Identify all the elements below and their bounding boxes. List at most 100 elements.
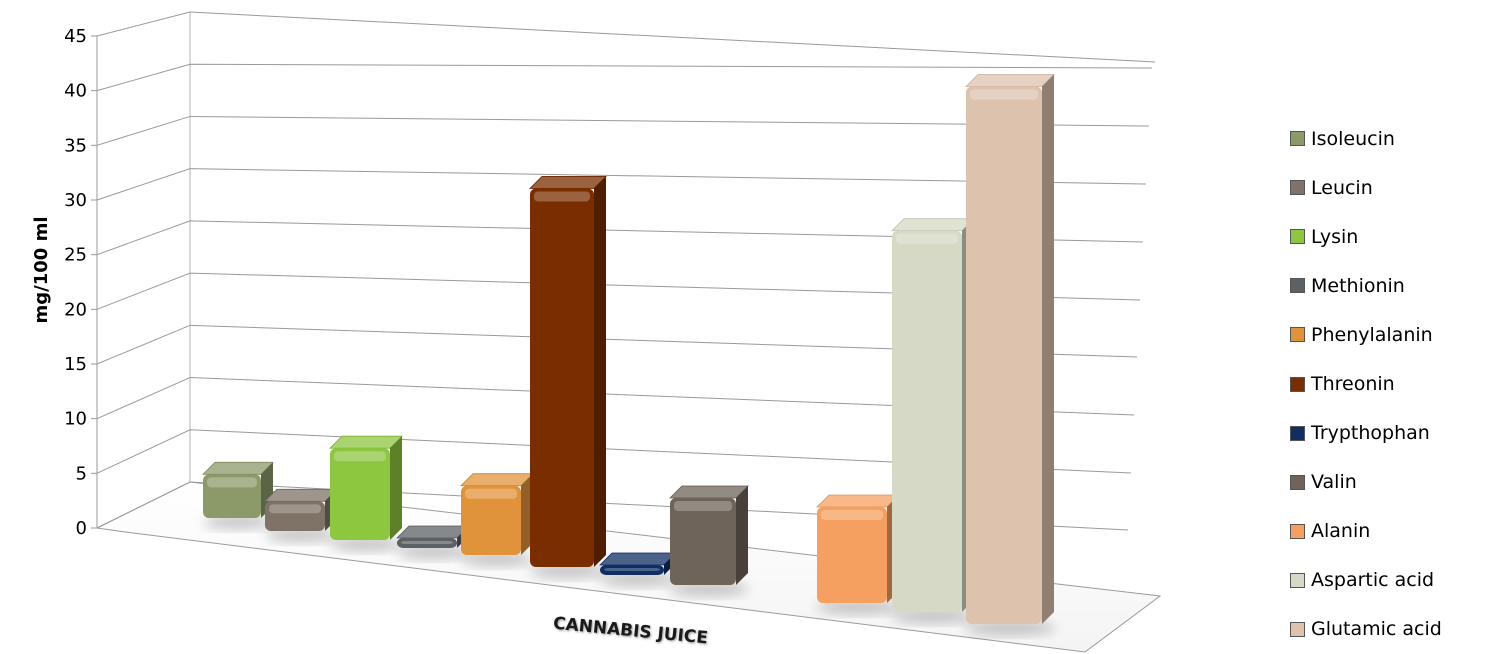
legend-label: Aspartic acid bbox=[1311, 569, 1435, 592]
legend-item: Phenylalanin bbox=[1290, 310, 1490, 359]
legend-swatch bbox=[1290, 376, 1305, 392]
bar-shadow bbox=[529, 564, 607, 578]
bar-front bbox=[670, 498, 736, 585]
bar-shadow bbox=[461, 552, 533, 566]
bar-shadow bbox=[816, 600, 900, 614]
bar-shadow bbox=[203, 515, 273, 529]
bar-highlight bbox=[604, 568, 660, 571]
gridline-0 bbox=[96, 481, 1129, 531]
legend-swatch bbox=[1290, 474, 1305, 490]
gridline-40 bbox=[96, 63, 1153, 92]
bar-front bbox=[966, 86, 1042, 624]
y-tick-label: 20 bbox=[64, 299, 87, 320]
legend-swatch bbox=[1290, 180, 1305, 196]
bar-front bbox=[892, 230, 962, 612]
gridline-5 bbox=[96, 429, 1132, 474]
legend-item: Valin bbox=[1290, 458, 1490, 507]
bar-side bbox=[390, 436, 402, 540]
bar-shadows bbox=[203, 515, 1056, 635]
y-tick-label: 10 bbox=[64, 409, 87, 430]
bar-front bbox=[817, 507, 887, 603]
legend-label: Lysin bbox=[1311, 225, 1359, 248]
legend-swatch bbox=[1290, 523, 1305, 539]
y-tick-label: 30 bbox=[64, 190, 87, 211]
y-tick-label: 15 bbox=[64, 354, 87, 375]
bar-highlight bbox=[674, 501, 732, 511]
bar-highlight bbox=[896, 233, 958, 244]
legend-swatch bbox=[1290, 229, 1305, 245]
legend-item: Leucin bbox=[1290, 163, 1490, 212]
y-axis-ticks: 0 5 10 15 20 25 30 35 40 45 bbox=[64, 26, 97, 539]
y-tick-label: 40 bbox=[64, 81, 87, 102]
x-category-label: CANNABIS JUICE bbox=[552, 614, 708, 649]
bar-top bbox=[264, 488, 338, 502]
bar-highlight bbox=[534, 191, 590, 202]
bar-glutamic-acid bbox=[965, 74, 1055, 624]
legend-item: Threonin bbox=[1290, 359, 1490, 408]
legend-item: Trypthophan bbox=[1290, 409, 1490, 458]
bar-methionin bbox=[396, 525, 470, 548]
bar-highlight bbox=[269, 504, 321, 514]
bar-isoleucin bbox=[202, 461, 274, 518]
bar-front bbox=[600, 565, 664, 575]
bar-threonin bbox=[529, 176, 607, 567]
bar-front bbox=[203, 474, 261, 518]
y-tick-label: 25 bbox=[64, 245, 87, 266]
legend-label: Isoleucin bbox=[1311, 127, 1395, 150]
bar-top bbox=[529, 176, 607, 189]
bar-highlight bbox=[207, 477, 257, 488]
y-axis-label: mg/100 ml bbox=[31, 217, 52, 324]
bar-side bbox=[594, 176, 606, 567]
y-tick-label: 45 bbox=[64, 26, 87, 47]
bar-top bbox=[396, 525, 470, 539]
bar-shadow bbox=[599, 572, 677, 586]
legend-label: Alanin bbox=[1311, 520, 1371, 543]
legend-swatch bbox=[1290, 278, 1305, 294]
bar-highlight bbox=[334, 451, 386, 462]
legend-label: Valin bbox=[1311, 471, 1357, 494]
bar-front bbox=[265, 501, 325, 531]
bar-phenylalanin bbox=[460, 473, 534, 555]
bar-top bbox=[329, 435, 403, 449]
bar-top bbox=[669, 485, 749, 499]
legend-label: Phenylalanin bbox=[1311, 323, 1433, 346]
y-tick-label: 0 bbox=[76, 518, 87, 539]
gridline-10 bbox=[96, 377, 1135, 420]
bar-top bbox=[460, 473, 534, 487]
bar-shadow bbox=[669, 582, 749, 596]
legend-swatch bbox=[1290, 131, 1305, 147]
gridline-15 bbox=[96, 324, 1138, 365]
legend-swatch bbox=[1290, 425, 1305, 441]
legend-label: Trypthophan bbox=[1311, 422, 1430, 445]
bar-aspartic-acid bbox=[891, 218, 975, 612]
bar-shadow bbox=[330, 537, 402, 551]
legend-item: Alanin bbox=[1290, 507, 1490, 556]
legend-swatch bbox=[1290, 572, 1305, 588]
gridlines bbox=[96, 11, 1156, 531]
gridline-45 bbox=[96, 11, 1156, 63]
bar-top bbox=[965, 74, 1055, 87]
legend-label: Methionin bbox=[1311, 274, 1405, 297]
bar-highlight bbox=[401, 541, 453, 544]
bar-top bbox=[891, 218, 975, 232]
bar-highlight bbox=[465, 488, 517, 499]
legend: Isoleucin Leucin Lysin Methionin Phenylalani… bbox=[1290, 114, 1490, 654]
legend-label: Glutamic acid bbox=[1311, 618, 1442, 641]
bar-side bbox=[1042, 74, 1054, 624]
bars bbox=[202, 74, 1055, 624]
gridline-35 bbox=[96, 115, 1150, 146]
bar-shadow bbox=[265, 528, 337, 542]
bar-lysin bbox=[329, 435, 403, 540]
gridline-30 bbox=[96, 168, 1147, 201]
legend-swatch bbox=[1290, 621, 1305, 637]
bar-shadow bbox=[397, 545, 469, 559]
bar-front bbox=[397, 538, 457, 548]
legend-item: Methionin bbox=[1290, 261, 1490, 310]
bar-highlight bbox=[821, 510, 883, 520]
legend-label: Leucin bbox=[1311, 176, 1373, 199]
legend-swatch bbox=[1290, 327, 1305, 343]
bar-top bbox=[816, 494, 900, 508]
legend-item: Lysin bbox=[1290, 212, 1490, 261]
gridline-20 bbox=[96, 272, 1141, 310]
